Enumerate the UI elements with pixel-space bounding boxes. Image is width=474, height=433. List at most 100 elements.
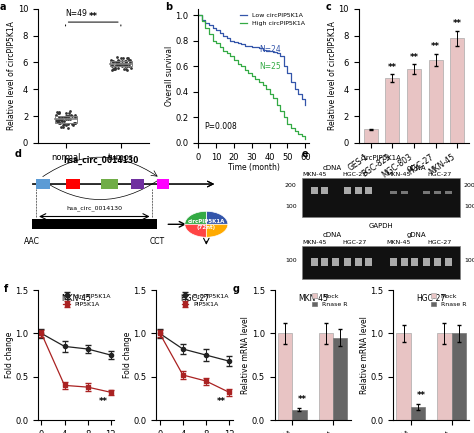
Low circPIP5K1A: [213, 28, 219, 33]
Bar: [450, 38, 464, 143]
High circPIP5K1A: [281, 115, 287, 120]
Point: [114, 64, 121, 71]
High circPIP5K1A: [253, 76, 258, 81]
Low circPIP5K1A: [231, 39, 237, 45]
Point: [55, 110, 63, 117]
Bar: [319, 333, 333, 420]
High circPIP5K1A: [302, 136, 308, 142]
Point: [122, 59, 130, 66]
Point: [58, 115, 65, 122]
Point: [54, 118, 61, 125]
High circPIP5K1A: [217, 45, 222, 50]
Text: e: e: [302, 149, 309, 159]
Text: hsa_circ_0014130: hsa_circ_0014130: [66, 206, 122, 211]
Text: **: **: [298, 394, 307, 404]
Point: [68, 121, 76, 128]
Point: [119, 60, 127, 67]
FancyBboxPatch shape: [131, 180, 144, 189]
Point: [55, 109, 63, 116]
Text: HGC-27: HGC-27: [427, 172, 451, 178]
Low circPIP5K1A: [235, 41, 240, 46]
Y-axis label: Relative mRNA level: Relative mRNA level: [241, 316, 250, 394]
Point: [61, 121, 68, 128]
Low circPIP5K1A: [228, 38, 233, 43]
Text: HGC-27: HGC-27: [343, 240, 367, 245]
Point: [61, 114, 68, 121]
Point: [60, 118, 68, 125]
FancyBboxPatch shape: [390, 191, 397, 194]
FancyBboxPatch shape: [66, 180, 80, 189]
Point: [64, 115, 72, 122]
Low circPIP5K1A: [292, 87, 298, 92]
Point: [121, 61, 129, 68]
High circPIP5K1A: [260, 83, 265, 88]
High circPIP5K1A: [210, 38, 215, 43]
Text: f: f: [4, 284, 8, 294]
Text: hsa_circ_0014130: hsa_circ_0014130: [63, 155, 138, 165]
Point: [109, 65, 117, 72]
Text: gDNA: gDNA: [407, 232, 426, 238]
Point: [111, 65, 118, 72]
Point: [64, 125, 72, 132]
Point: [62, 113, 70, 120]
High circPIP5K1A: [238, 64, 244, 69]
Text: MKN-45: MKN-45: [302, 240, 327, 245]
Bar: [333, 338, 347, 420]
Point: [57, 115, 64, 122]
Low circPIP5K1A: [295, 92, 301, 97]
Legend: circPIP5K1A, PIP5K1A: circPIP5K1A, PIP5K1A: [179, 291, 232, 310]
Point: [59, 122, 67, 129]
Point: [53, 118, 61, 125]
Point: [55, 116, 63, 123]
Point: [118, 60, 125, 67]
Point: [53, 109, 61, 116]
Point: [122, 58, 129, 65]
FancyBboxPatch shape: [445, 191, 452, 194]
Text: HGC-27: HGC-27: [343, 172, 367, 178]
FancyBboxPatch shape: [390, 258, 397, 266]
FancyBboxPatch shape: [101, 180, 118, 189]
FancyBboxPatch shape: [157, 180, 169, 189]
High circPIP5K1A: [235, 61, 240, 66]
Point: [122, 63, 129, 70]
Point: [109, 58, 116, 65]
Point: [67, 111, 75, 118]
FancyBboxPatch shape: [32, 219, 157, 229]
Legend: Low circPIP5K1A, High circPIP5K1A: Low circPIP5K1A, High circPIP5K1A: [237, 10, 308, 29]
High circPIP5K1A: [206, 32, 212, 37]
High circPIP5K1A: [277, 108, 283, 113]
High circPIP5K1A: [224, 51, 230, 56]
Line: Low circPIP5K1A: Low circPIP5K1A: [198, 15, 305, 104]
High circPIP5K1A: [267, 92, 273, 97]
Point: [113, 61, 121, 68]
Wedge shape: [185, 224, 206, 237]
Point: [65, 113, 73, 120]
FancyBboxPatch shape: [344, 187, 351, 194]
Point: [126, 56, 133, 63]
Low circPIP5K1A: [202, 20, 208, 25]
Point: [69, 122, 77, 129]
Text: cDNA: cDNA: [322, 232, 341, 238]
Low circPIP5K1A: [285, 70, 291, 75]
FancyBboxPatch shape: [423, 191, 430, 194]
Bar: [428, 60, 443, 143]
Point: [68, 113, 75, 120]
Bar: [278, 333, 292, 420]
Text: MKN-45: MKN-45: [302, 172, 327, 178]
Point: [123, 55, 131, 62]
Point: [58, 114, 65, 121]
Point: [122, 58, 130, 65]
High circPIP5K1A: [274, 102, 280, 107]
Low circPIP5K1A: [242, 43, 247, 48]
Y-axis label: Overall survival: Overall survival: [165, 45, 174, 106]
Y-axis label: Fold change: Fold change: [5, 332, 14, 378]
Low circPIP5K1A: [217, 30, 222, 36]
Text: d: d: [15, 149, 22, 159]
Low circPIP5K1A: [288, 79, 294, 84]
FancyBboxPatch shape: [355, 187, 362, 194]
Point: [58, 116, 65, 123]
Point: [113, 60, 120, 67]
Bar: [407, 69, 421, 143]
Point: [62, 115, 70, 122]
Text: AAC: AAC: [24, 237, 40, 246]
